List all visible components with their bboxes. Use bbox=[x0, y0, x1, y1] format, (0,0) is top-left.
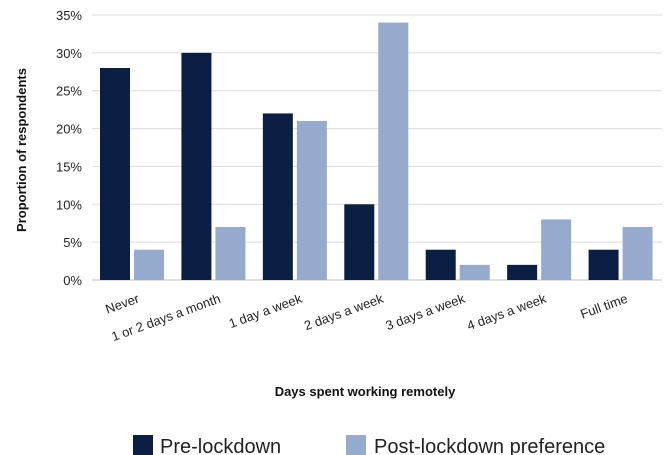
y-axis-title: Proportion of respondents bbox=[14, 68, 29, 232]
gridlines bbox=[92, 14, 662, 281]
legend-swatch-pre-lockdown bbox=[133, 435, 153, 455]
y-axis-ticks: 0% 5% 10% 15% 20% 25% 30% 35% bbox=[56, 8, 82, 288]
x-category-label: 3 days a week bbox=[384, 291, 468, 334]
y-tick-label: 0% bbox=[63, 273, 82, 288]
bar-pre-lockdown-6 bbox=[588, 249, 619, 280]
y-tick-label: 25% bbox=[56, 84, 82, 99]
bar-post-lockdown-4 bbox=[459, 264, 490, 280]
bar-pre-lockdown-5 bbox=[507, 264, 538, 280]
y-tick-label: 20% bbox=[56, 122, 82, 137]
y-tick-label: 15% bbox=[56, 159, 82, 174]
y-tick-label: 5% bbox=[63, 235, 82, 250]
bar-post-lockdown-5 bbox=[541, 219, 572, 280]
bar-post-lockdown-3 bbox=[378, 22, 409, 280]
bar-pre-lockdown-2 bbox=[262, 113, 293, 280]
legend-swatch-post-lockdown bbox=[346, 435, 366, 455]
y-tick-label: 10% bbox=[56, 197, 82, 212]
bar-pre-lockdown-1 bbox=[181, 52, 212, 280]
bar-pre-lockdown-0 bbox=[100, 68, 130, 280]
x-category-label: Full time bbox=[578, 291, 629, 322]
bar-pre-lockdown-3 bbox=[344, 204, 375, 280]
bar-pre-lockdown-4 bbox=[425, 249, 456, 280]
legend: Pre-lockdown Post-lockdown preference bbox=[133, 435, 605, 455]
legend-label-post-lockdown: Post-lockdown preference bbox=[374, 436, 605, 455]
bar-post-lockdown-1 bbox=[215, 227, 246, 280]
y-tick-label: 35% bbox=[56, 8, 82, 23]
bar-post-lockdown-6 bbox=[622, 227, 653, 280]
x-category-label: 2 days a week bbox=[302, 291, 386, 334]
bar-post-lockdown-2 bbox=[296, 121, 327, 280]
bar-post-lockdown-0 bbox=[134, 249, 164, 280]
x-category-label: 4 days a week bbox=[465, 291, 549, 334]
y-tick-label: 30% bbox=[56, 46, 82, 61]
legend-label-pre-lockdown: Pre-lockdown bbox=[160, 436, 281, 455]
bars bbox=[100, 22, 653, 280]
x-category-label: Never bbox=[103, 290, 141, 316]
x-category-label: 1 day a week bbox=[227, 291, 305, 331]
x-axis-title: Days spent working remotely bbox=[275, 384, 456, 399]
